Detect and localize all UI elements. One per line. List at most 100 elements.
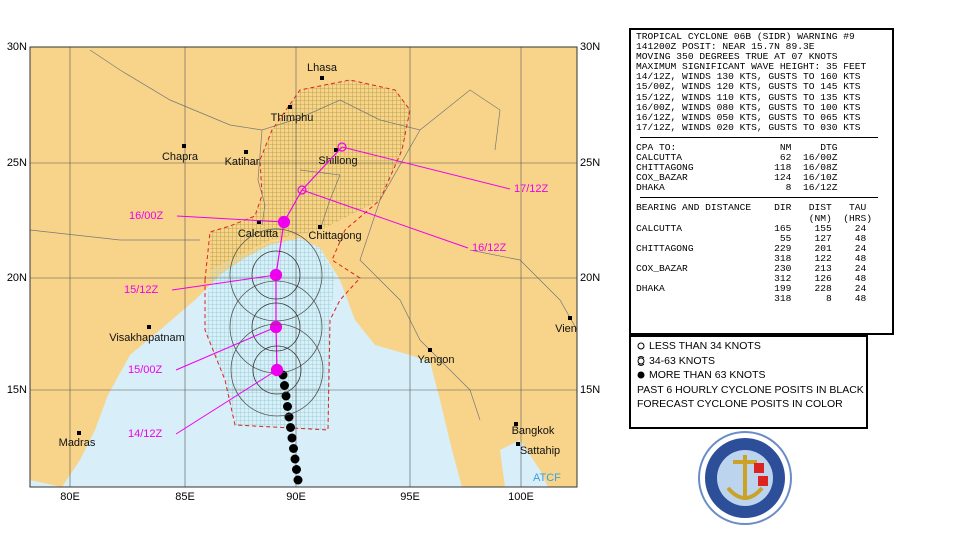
danger-area-border [204, 79, 411, 431]
text-line: 15/12Z, WINDS 110 KTS, GUSTS TO 135 KTS [636, 91, 861, 103]
city-marker [288, 105, 292, 109]
text-line: COX_BAZAR 230 213 24 [636, 262, 867, 274]
city-label: Vien [555, 323, 577, 335]
past-position [287, 433, 297, 443]
legend-text: MORE THAN 63 KNOTS [649, 369, 766, 381]
warning-text: TROPICAL CYCLONE 06B (SIDR) WARNING #9 14… [636, 31, 892, 133]
city-marker [334, 148, 338, 152]
text-line: BEARING AND DISTANCE DIR DIST TAU [636, 202, 867, 214]
lat-label: 15N [7, 384, 27, 396]
cpa-text: CPA TO: NM DTG CALCUTTA 62 16/00Z CHITTAGO… [636, 142, 892, 194]
label-leader [341, 146, 511, 190]
symbol [637, 342, 645, 350]
legend-item: 34-63 KNOTS [637, 354, 866, 369]
forecast-label: 17/12Z [514, 183, 549, 195]
city-marker [320, 76, 324, 80]
symbol [637, 371, 645, 379]
forecast-position [269, 268, 283, 282]
legend-text: FORECAST CYCLONE POSITS IN COLOR [637, 398, 843, 410]
city-marker [182, 144, 186, 148]
separator [640, 197, 878, 199]
border [469, 249, 577, 331]
lat-label: 30N [580, 41, 600, 53]
lat-label: 15N [580, 384, 600, 396]
forecast-label: 16/00Z [129, 210, 164, 222]
legend-text: LESS THAN 34 KNOTS [649, 340, 761, 352]
text-line: 15/00Z, WINDS 120 KTS, GUSTS TO 145 KTS [636, 81, 861, 93]
text-line: 16/00Z, WINDS 080 KTS, GUSTS TO 100 KTS [636, 101, 861, 113]
legend-item: FORECAST CYCLONE POSITS IN COLOR [637, 397, 866, 412]
wind-radius [230, 323, 324, 417]
city-marker [568, 316, 572, 320]
map-area: Lhasa Thimphu Chapra Katihar Shillong Calcutt… [30, 47, 577, 487]
bearing-text: BEARING AND DISTANCE DIR DIST TAU (NM) (… [636, 203, 892, 304]
text-line: CHITTAGONG 118 16/08Z [636, 162, 838, 174]
lat-label: 25N [580, 157, 600, 169]
city-marker [244, 150, 248, 154]
lat-label: 25N [7, 157, 27, 169]
label-leader [175, 369, 278, 435]
text-line: CALCUTTA 62 16/00Z [636, 152, 838, 164]
border [30, 229, 200, 241]
lon-label: 95E [400, 491, 420, 503]
city-label: Chittagong [308, 230, 361, 242]
text-line: CHITTAGONG 229 201 24 [636, 242, 867, 254]
forecast-label: 15/00Z [128, 364, 163, 376]
city-label: Shillong [318, 155, 357, 167]
text-line: 312 126 48 [636, 273, 867, 285]
legend-symbol [637, 371, 645, 379]
forecast-label: 15/12Z [124, 284, 159, 296]
text-line: DHAKA 8 16/12Z [636, 182, 838, 194]
past-position [283, 402, 292, 411]
text-line: 318 122 48 [636, 252, 867, 264]
city-marker [516, 442, 520, 446]
text-line: 141200Z POSIT: NEAR 15.7N 89.3E [636, 41, 815, 53]
forecast-track [275, 326, 278, 371]
lon-label: 90E [286, 491, 306, 503]
past-position [292, 465, 301, 474]
forecast-label: 14/12Z [128, 428, 163, 440]
text-line: TROPICAL CYCLONE 06B (SIDR) WARNING #9 [636, 31, 855, 42]
label-leader [175, 326, 277, 371]
legend-text: 34-63 KNOTS [649, 354, 715, 367]
city-label: Visakhapatnam [109, 332, 185, 344]
text-line: 16/12Z, WINDS 050 KTS, GUSTS TO 065 KTS [636, 111, 861, 123]
text-line: (NM) (HRS) [636, 212, 873, 224]
city-label: Yangon [417, 354, 454, 366]
text-line: 17/12Z, WINDS 020 KTS, GUSTS TO 030 KTS [636, 121, 861, 133]
city-marker [77, 431, 81, 435]
past-position [286, 423, 295, 432]
past-position [290, 454, 300, 464]
city-label: Chapra [162, 151, 199, 163]
text-line: MAXIMUM SIGNIFICANT WAVE HEIGHT: 35 FEET [636, 61, 867, 73]
symbol [637, 357, 645, 365]
city-marker [318, 225, 322, 229]
lon-label: 100E [508, 491, 534, 503]
separator [640, 136, 878, 138]
text-line: CALCUTTA 165 155 24 [636, 222, 867, 234]
wind-radius [251, 250, 301, 300]
forecast-position [297, 185, 307, 195]
forecast-position [269, 320, 283, 334]
label-leader [171, 274, 277, 291]
wind-radius [251, 302, 301, 352]
city-marker [514, 422, 518, 426]
text-line: DHAKA 199 228 24 [636, 283, 867, 295]
symbol [637, 355, 645, 366]
city-label: Calcutta [238, 228, 279, 240]
past-position [280, 381, 289, 390]
past-position [281, 391, 291, 401]
label-leader [176, 215, 285, 223]
forecast-track [275, 221, 285, 276]
legend-item: MORE THAN 63 KNOTS [637, 368, 866, 383]
logo-flag [754, 463, 764, 473]
text-line: 14/12Z, WINDS 130 KTS, GUSTS TO 160 KTS [636, 71, 861, 83]
lon-label: 85E [175, 491, 195, 503]
logo-anchor [726, 455, 764, 500]
city-marker [428, 348, 432, 352]
warning-box: TROPICAL CYCLONE 06B (SIDR) WARNING #9 14… [629, 28, 894, 335]
legend-item: PAST 6 HOURLY CYCLONE POSITS IN BLACK [637, 383, 866, 398]
lat-label: 20N [580, 272, 600, 284]
city-marker [147, 325, 151, 329]
